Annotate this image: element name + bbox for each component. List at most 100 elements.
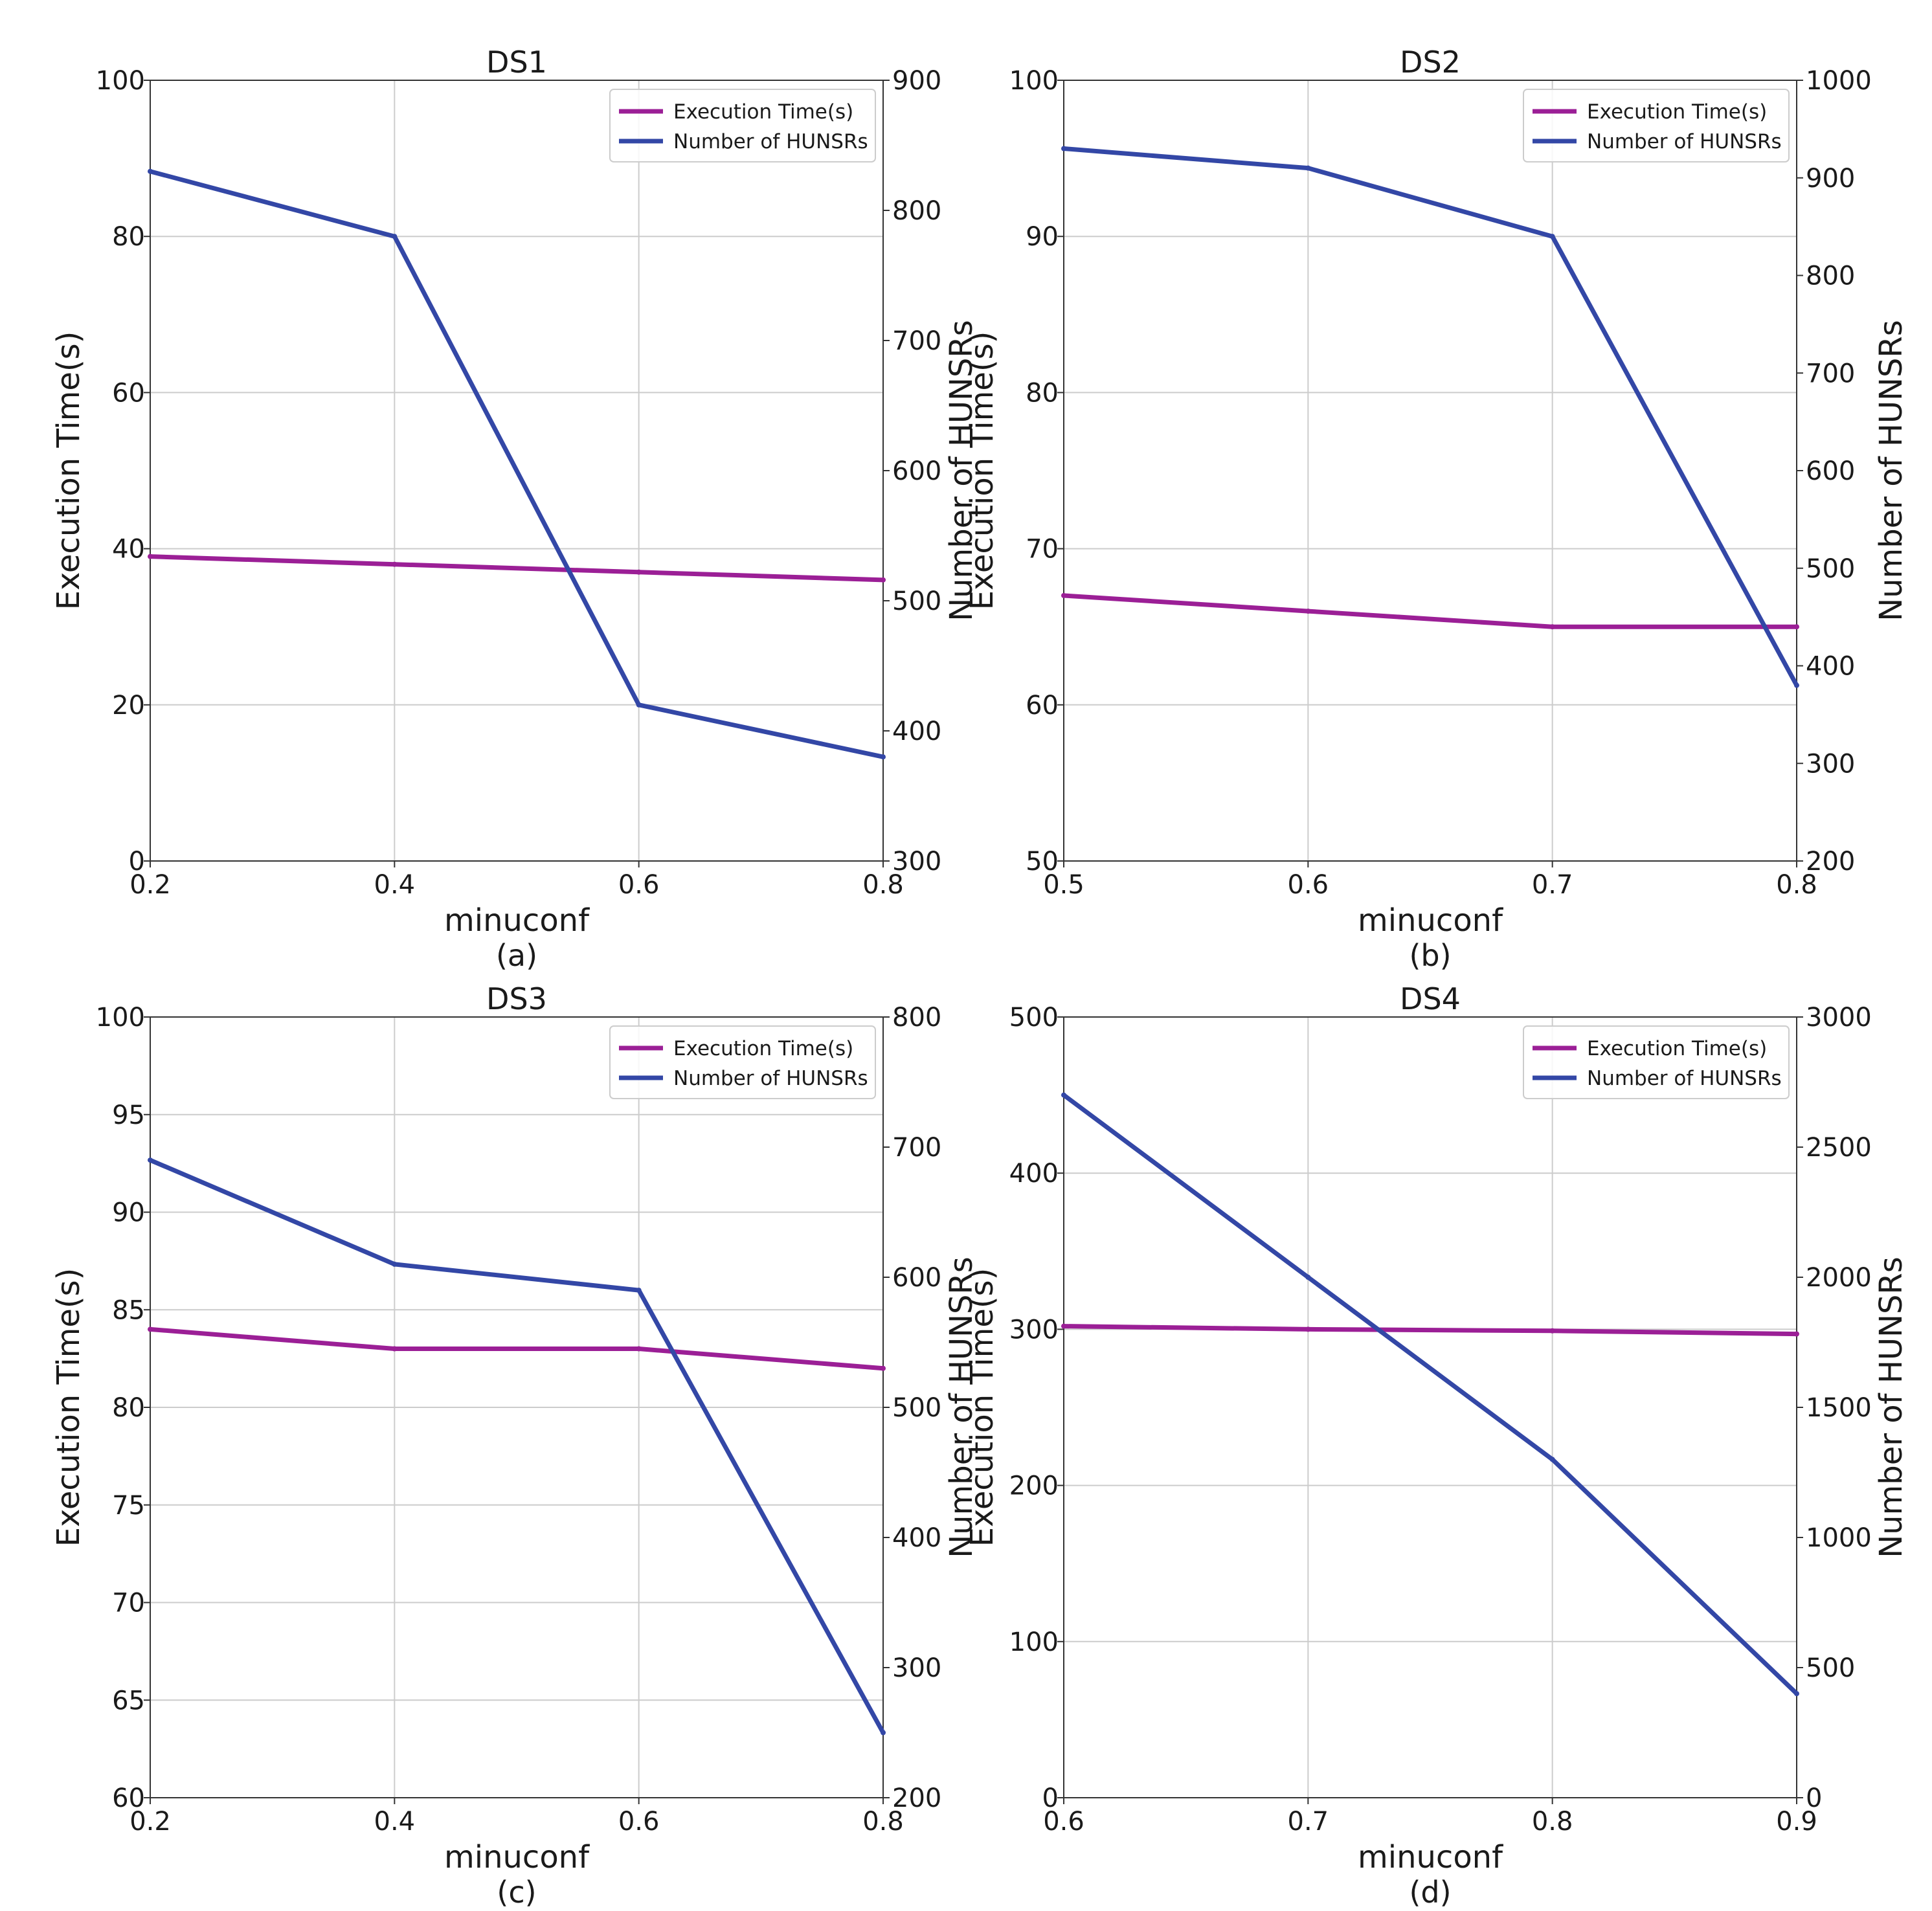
y-right-tick-label: 400	[892, 1523, 941, 1553]
y-left-tick-label: 95	[112, 1101, 145, 1130]
y-right-tick-label: 3000	[1806, 1003, 1872, 1033]
data-point	[148, 1326, 153, 1332]
data-point	[636, 1346, 642, 1352]
y-left-tick-label: 70	[112, 1589, 145, 1618]
legend: Execution Time(s) Number of HUNSRs	[609, 89, 876, 162]
data-point	[1061, 592, 1066, 598]
y-left-tick-label: 50	[1026, 847, 1059, 877]
y-left-tick-label: 100	[96, 66, 145, 96]
y-right-tick-label: 900	[892, 66, 941, 96]
legend-entry: Execution Time(s)	[1587, 1037, 1767, 1060]
data-point	[881, 754, 886, 760]
y-right-tick-label: 2500	[1806, 1133, 1872, 1163]
x-tick-label: 0.6	[618, 1807, 660, 1837]
data-point	[1305, 1275, 1311, 1280]
data-point	[1549, 1328, 1555, 1334]
y-left-tick-label: 200	[1009, 1471, 1059, 1501]
y-left-tick-label: 0	[129, 847, 145, 877]
y-right-axis-label: Number of HUNSRs	[943, 320, 980, 621]
y-left-tick-label: 80	[1026, 378, 1059, 408]
series-line-hunsrs	[150, 169, 884, 759]
y-left-tick-label: 0	[1042, 1783, 1059, 1813]
series-line-execution-time	[1063, 593, 1797, 629]
y-right-tick-label: 800	[892, 1003, 941, 1033]
legend-entry: Number of HUNSRs	[673, 1067, 868, 1090]
y-left-tick-label: 90	[1026, 222, 1059, 252]
y-right-tick-label: 500	[1806, 1653, 1855, 1683]
y-right-tick-label: 900	[1806, 164, 1855, 194]
chart-panel-4: 0.6 0.7 0.8 0.90100200300400500050010001500…	[964, 981, 1909, 1910]
panel-caption: (a)	[496, 938, 537, 973]
y-right-tick-label: 300	[892, 1653, 941, 1683]
x-tick-label: 0.5	[1043, 870, 1084, 900]
legend-entry: Execution Time(s)	[673, 1037, 853, 1060]
data-point	[1061, 1092, 1066, 1098]
y-left-tick-label: 100	[1009, 66, 1059, 96]
y-left-tick-label: 65	[112, 1686, 145, 1715]
y-right-tick-label: 200	[892, 1783, 941, 1813]
y-right-tick-label: 400	[892, 717, 941, 746]
x-tick-label: 0.6	[618, 870, 660, 900]
y-left-tick-label: 75	[112, 1491, 145, 1521]
chart-title: DS1	[486, 45, 547, 80]
legend-entry: Execution Time(s)	[1587, 100, 1767, 124]
series-line-hunsrs	[1062, 1093, 1799, 1695]
data-point	[392, 561, 398, 567]
y-right-tick-label: 500	[892, 587, 941, 616]
x-tick-label: 0.7	[1288, 1807, 1329, 1837]
y-left-axis-label: Execution Time(s)	[51, 331, 87, 610]
x-tick-label: 0.8	[1776, 870, 1817, 900]
y-left-tick-label: 500	[1009, 1003, 1059, 1033]
x-tick-label: 0.6	[1288, 870, 1329, 900]
series-line-hunsrs	[149, 1157, 886, 1734]
y-left-tick-label: 60	[1026, 691, 1059, 721]
data-point	[1305, 609, 1311, 614]
y-right-axis-label: Number of HUNSRs	[1873, 1257, 1909, 1558]
y-right-tick-label: 300	[1806, 749, 1855, 779]
y-right-tick-label: 1500	[1806, 1393, 1872, 1423]
legend-entry: Number of HUNSRs	[1587, 130, 1782, 153]
legend: Execution Time(s) Number of HUNSRs	[609, 1025, 876, 1099]
y-left-tick-label: 20	[112, 691, 145, 721]
y-right-tick-label: 700	[892, 326, 941, 356]
y-left-tick-label: 60	[112, 1783, 145, 1813]
series-line-hunsrs	[1063, 146, 1799, 687]
chart-title: DS3	[486, 981, 547, 1016]
data-point	[881, 1365, 886, 1371]
y-right-tick-label: 500	[1806, 554, 1855, 584]
y-left-axis-label: Execution Time(s)	[964, 331, 1000, 610]
y-left-tick-label: 100	[96, 1003, 145, 1033]
y-right-tick-label: 800	[1806, 262, 1855, 291]
y-right-tick-label: 500	[892, 1393, 941, 1423]
y-left-tick-label: 80	[112, 222, 145, 252]
x-axis-label: minuconf	[444, 902, 590, 939]
chart-panel-1: 0.2 0.4 0.6 0.8 0 20 40 60 80 100 300 400 500 600 700 8…	[51, 45, 980, 973]
plot-frame	[1063, 1016, 1797, 1798]
y-right-tick-label: 200	[1806, 847, 1855, 877]
chart-title: DS4	[1400, 981, 1461, 1016]
y-right-tick-label: 600	[1806, 456, 1855, 486]
y-right-tick-label: 800	[892, 196, 941, 226]
data-point	[1794, 1691, 1799, 1697]
data-point	[1305, 165, 1311, 171]
legend-entry: Number of HUNSRs	[1587, 1067, 1782, 1090]
y-left-tick-label: 400	[1009, 1159, 1059, 1189]
x-tick-label: 0.2	[129, 1807, 171, 1837]
data-point	[1305, 1326, 1311, 1332]
data-point	[392, 1346, 398, 1352]
legend-box	[609, 1025, 876, 1099]
data-point	[1549, 1457, 1555, 1462]
series-line-execution-time	[150, 554, 884, 583]
x-axis-label: minuconf	[1358, 902, 1503, 939]
y-right-axis-label: Number of HUNSRs	[943, 1257, 980, 1558]
data-point	[1061, 1323, 1066, 1329]
y-left-tick-label: 100	[1009, 1627, 1059, 1657]
series-line-execution-time	[150, 1326, 884, 1371]
series-line-execution-time	[1063, 1324, 1797, 1337]
y-right-tick-label: 600	[892, 456, 941, 486]
legend-box	[1523, 1025, 1790, 1099]
data-point	[148, 553, 153, 559]
data-point	[1549, 624, 1555, 630]
data-point	[881, 1730, 886, 1736]
